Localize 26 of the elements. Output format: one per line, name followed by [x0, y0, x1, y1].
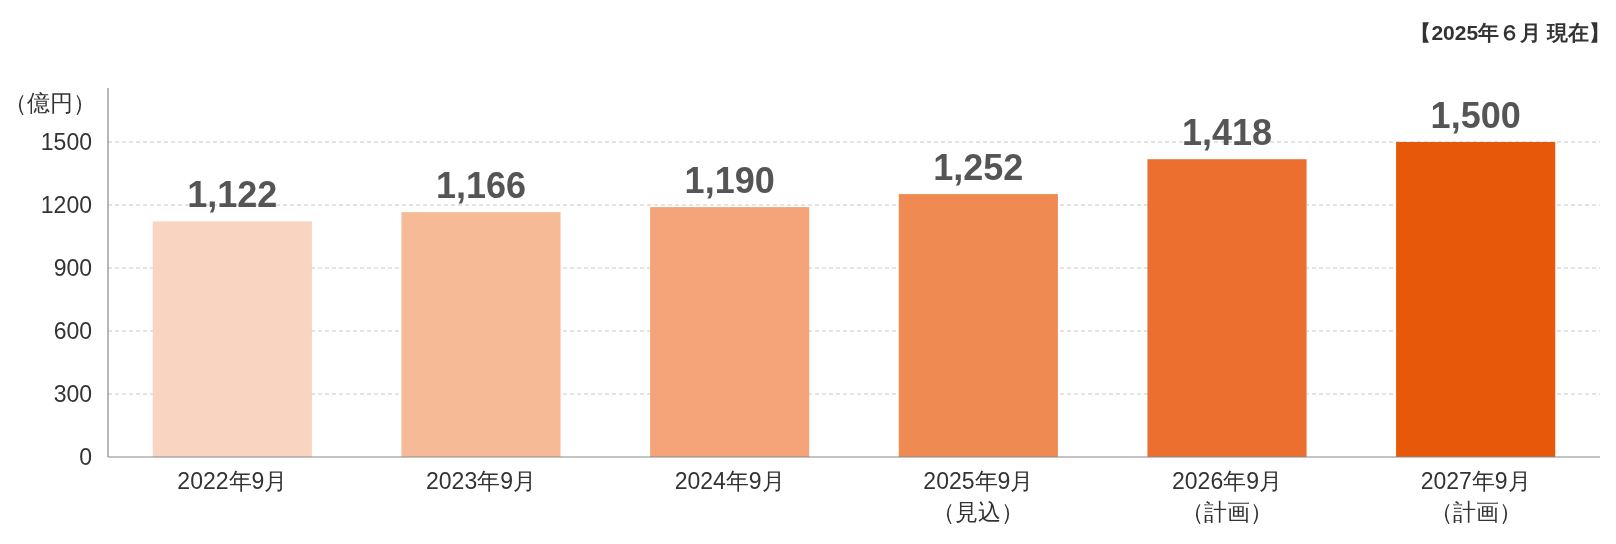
data-label: 1,252	[933, 147, 1024, 189]
data-label: 1,418	[1181, 112, 1273, 154]
x-tick-label: 2025年9月（見込）	[923, 468, 1034, 525]
x-tick-label: 2022年9月	[177, 468, 288, 494]
bar	[898, 194, 1058, 457]
bar	[152, 221, 312, 457]
text: 【2025年６月 現在】	[1410, 21, 1610, 44]
x-tick-label: 2026年9月（計画）	[1172, 468, 1282, 525]
y-tick-label: 900	[53, 255, 92, 281]
y-tick-label: 300	[53, 381, 92, 407]
y-tick-label: 1200	[40, 192, 92, 218]
x-tick-label: 2024年9月	[674, 468, 785, 494]
data-label: 1,190	[684, 160, 775, 202]
bar	[650, 207, 810, 457]
y-axis-title: （億円）	[4, 90, 96, 116]
data-label: 1,500	[1430, 95, 1521, 136]
bar	[1147, 159, 1307, 457]
data-label: 1,166	[435, 165, 527, 207]
bar	[401, 212, 561, 457]
x-tick-label: 2027年9月（計画）	[1420, 468, 1531, 525]
y-tick-label: 0	[79, 444, 92, 470]
y-tick-label: 1500	[40, 129, 92, 155]
x-tick-label: 2023年9月	[426, 468, 536, 494]
bar	[1396, 142, 1556, 457]
y-tick-label: 600	[53, 318, 92, 344]
data-label: 1,122	[187, 174, 278, 216]
